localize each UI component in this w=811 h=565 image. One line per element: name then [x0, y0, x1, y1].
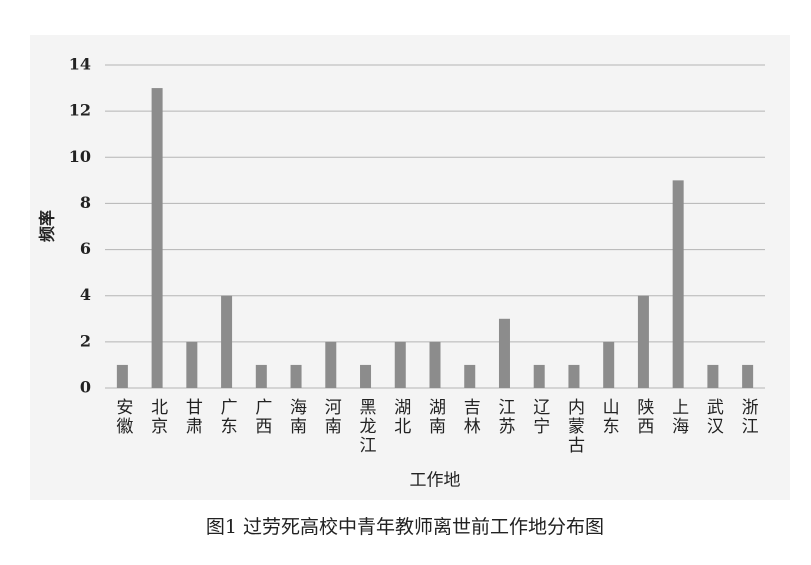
bar	[186, 341, 198, 388]
x-tick-label: 上海	[668, 398, 689, 436]
bar	[394, 341, 406, 388]
x-tick-label: 吉林	[460, 398, 481, 436]
bar	[290, 364, 302, 388]
x-tick-label: 广西	[251, 398, 272, 436]
y-tick-label: 0	[80, 378, 91, 397]
bar	[498, 318, 510, 388]
bar	[707, 364, 719, 388]
bar	[255, 364, 267, 388]
bar	[672, 180, 684, 388]
y-tick-label: 4	[80, 285, 91, 304]
bar	[603, 341, 615, 388]
x-tick-label: 辽宁	[529, 398, 550, 436]
x-tick-label: 陕西	[633, 398, 653, 436]
bar	[533, 364, 545, 388]
x-tick-label: 海南	[286, 398, 307, 436]
x-tick-label: 黑龙江	[356, 398, 377, 455]
x-tick-label: 河南	[321, 398, 342, 436]
bar	[116, 364, 128, 388]
bar	[151, 88, 163, 389]
x-tick-label: 安徽	[112, 398, 133, 436]
x-tick-label: 山东	[599, 398, 619, 436]
x-tick-label: 浙江	[738, 398, 759, 436]
y-tick-label: 6	[80, 239, 91, 258]
x-tick-label: 内蒙古	[564, 398, 585, 455]
x-tick-label: 甘肃	[182, 398, 203, 436]
bar	[464, 364, 476, 388]
y-tick-label: 10	[69, 147, 91, 166]
x-tick-label: 武汉	[703, 398, 724, 436]
bar	[360, 364, 372, 388]
bar	[742, 364, 754, 388]
bar	[221, 295, 233, 388]
bar	[637, 295, 649, 388]
x-tick-label: 广东	[217, 398, 238, 436]
x-tick-label: 北京	[147, 398, 168, 436]
x-tick-label: 江苏	[494, 398, 515, 436]
y-tick-label: 12	[69, 101, 91, 120]
x-tick-label: 湖北	[390, 398, 411, 436]
bar	[429, 341, 441, 388]
y-tick-label: 2	[80, 331, 91, 350]
bar	[325, 341, 337, 388]
y-tick-label: 14	[69, 55, 91, 74]
bar	[568, 364, 580, 388]
caption: 图1 过劳死高校中青年教师离世前工作地分布图	[206, 516, 604, 538]
x-axis-label: 工作地	[410, 471, 461, 491]
y-tick-label: 8	[80, 193, 91, 212]
x-tick-label: 湖南	[425, 398, 446, 436]
y-axis-label: 频率	[38, 210, 57, 242]
